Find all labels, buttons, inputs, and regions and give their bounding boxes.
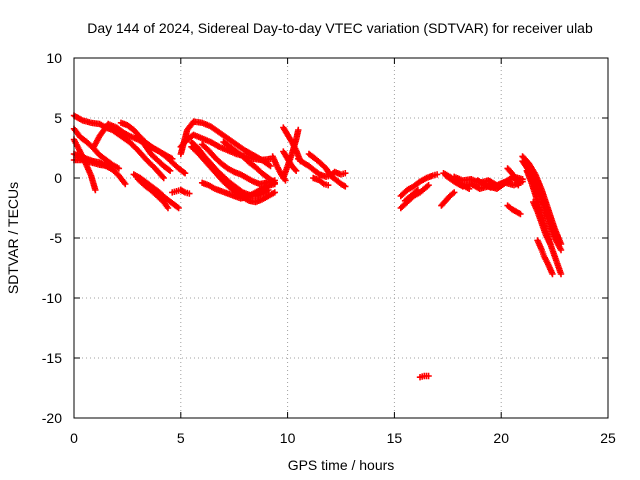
data-point xyxy=(547,240,554,248)
trace-marker xyxy=(180,169,187,176)
y-tick-label: -5 xyxy=(50,230,63,246)
data-point xyxy=(181,170,189,177)
series-arc-35 xyxy=(504,165,522,189)
data-point xyxy=(549,270,556,278)
data-points xyxy=(70,112,565,381)
gridlines xyxy=(74,58,608,418)
trace-marker xyxy=(174,203,181,211)
data-point xyxy=(271,189,278,196)
data-point xyxy=(557,246,565,254)
series-arc-23 xyxy=(295,155,349,180)
series-arc-40 xyxy=(530,198,554,248)
data-point xyxy=(557,270,565,278)
data-point xyxy=(515,182,522,189)
series-arc-09 xyxy=(134,132,174,174)
data-point xyxy=(425,372,432,380)
data-point xyxy=(115,165,123,172)
trace-marker xyxy=(159,173,166,180)
series-arc-02 xyxy=(70,125,123,172)
series-arc-33 xyxy=(440,170,473,192)
data-point xyxy=(414,186,422,194)
series-arc-25 xyxy=(310,174,332,189)
y-tick-label: -15 xyxy=(42,350,62,366)
chart-title: Day 144 of 2024, Sidereal Day-to-day VTE… xyxy=(87,20,593,36)
x-tick-label: 10 xyxy=(280,430,296,446)
y-tick-label: 5 xyxy=(54,110,62,126)
series-arc-29 xyxy=(416,372,432,381)
series-arc-08 xyxy=(130,171,182,212)
data-point xyxy=(166,167,174,174)
data-point xyxy=(425,182,432,189)
series-arc-30 xyxy=(438,189,458,209)
data-point xyxy=(160,174,167,182)
trace-marker xyxy=(270,178,277,186)
x-axis-label: GPS time / hours xyxy=(288,457,395,473)
series-arc-24 xyxy=(305,150,349,190)
data-point xyxy=(122,180,129,188)
series-arc-15 xyxy=(188,143,278,206)
series-arc-03 xyxy=(70,136,99,194)
data-point xyxy=(506,178,513,185)
data-point xyxy=(342,170,349,177)
data-point xyxy=(465,185,473,192)
data-point xyxy=(164,204,172,212)
series-arc-11 xyxy=(169,186,193,197)
y-tick-label: 0 xyxy=(54,170,62,186)
series-arc-28 xyxy=(401,186,422,204)
series-arc-36 xyxy=(504,202,524,218)
series-arc-22 xyxy=(280,148,300,174)
x-tick-label: 5 xyxy=(177,430,185,446)
y-tick-label: -10 xyxy=(42,290,62,306)
series-arc-10 xyxy=(134,176,172,212)
x-tick-label: 0 xyxy=(70,430,78,446)
data-point xyxy=(186,190,193,197)
series-arc-34 xyxy=(474,177,513,191)
series-arc-41 xyxy=(534,237,556,278)
data-point xyxy=(451,189,458,196)
data-point xyxy=(324,182,332,189)
series-arc-26 xyxy=(397,171,441,200)
data-point xyxy=(175,204,182,212)
x-tick-label: 20 xyxy=(493,430,509,446)
data-point xyxy=(517,210,524,218)
tick-labels: 0 5 10 15 20 25 10 5 0 -5 -10 -15 -20 xyxy=(42,50,616,446)
y-axis-label: SDTVAR / TECUs xyxy=(5,182,21,294)
y-tick-label: 10 xyxy=(46,50,62,66)
series-arc-05 xyxy=(70,156,112,170)
data-point xyxy=(104,162,112,170)
x-tick-label: 25 xyxy=(600,430,616,446)
data-point xyxy=(271,179,278,186)
series-arc-18 xyxy=(220,138,278,186)
data-point xyxy=(519,176,526,183)
trace-marker xyxy=(165,166,173,174)
data-point xyxy=(292,167,300,174)
data-point xyxy=(295,126,302,134)
series-arc-39 xyxy=(523,167,565,278)
data-point xyxy=(342,183,349,190)
trace-marker xyxy=(291,166,299,173)
y-tick-label: -20 xyxy=(42,410,62,426)
data-point xyxy=(267,162,274,170)
data-point xyxy=(433,171,441,178)
plot-frame xyxy=(73,57,609,419)
x-tick-label: 15 xyxy=(387,430,403,446)
data-point xyxy=(92,186,99,194)
